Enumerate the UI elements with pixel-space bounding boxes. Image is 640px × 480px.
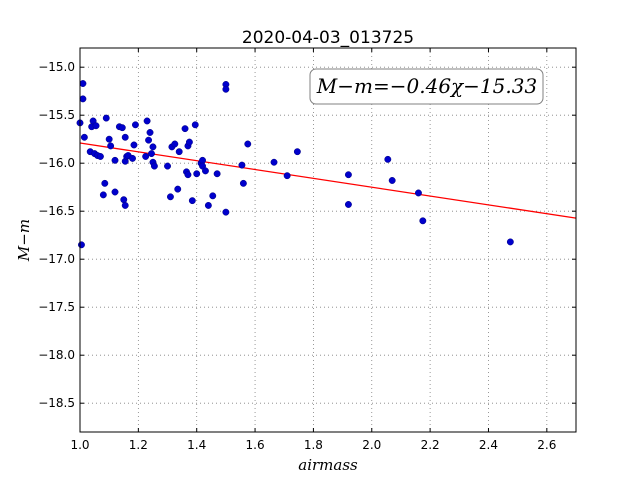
data-point bbox=[344, 171, 352, 179]
data-point bbox=[506, 238, 514, 246]
plot-frame bbox=[79, 47, 577, 433]
data-point bbox=[184, 171, 192, 179]
data-point bbox=[388, 177, 396, 184]
data-point bbox=[99, 191, 107, 199]
data-point bbox=[166, 193, 174, 201]
data-point bbox=[293, 148, 301, 156]
data-point bbox=[96, 153, 104, 160]
x-tick-label: 1.2 bbox=[129, 438, 148, 452]
x-tick-label: 2.4 bbox=[479, 438, 498, 452]
data-point bbox=[131, 121, 139, 129]
data-point bbox=[209, 192, 217, 200]
fit-line-layer bbox=[79, 142, 577, 219]
data-point bbox=[188, 197, 196, 205]
data-point bbox=[111, 188, 119, 196]
y-tick-label: −17.5 bbox=[38, 300, 75, 314]
grid-lines bbox=[79, 48, 576, 432]
data-points bbox=[76, 80, 514, 249]
data-point bbox=[92, 122, 100, 130]
x-tick-label: 2.2 bbox=[421, 438, 440, 452]
data-point bbox=[270, 158, 278, 166]
axis-ticks: 1.0 1.2 1.4 1.6 1.8 2.0 2.2 2.4 2.6 −15.0 −15.5 −16… bbox=[38, 48, 576, 452]
data-point bbox=[344, 201, 352, 208]
data-point bbox=[181, 125, 189, 133]
data-point bbox=[174, 185, 182, 193]
data-point bbox=[202, 167, 209, 175]
x-tick-label: 1.0 bbox=[70, 438, 89, 452]
y-tick-label: −18.5 bbox=[38, 396, 75, 410]
data-point bbox=[105, 135, 113, 143]
fit-annotation-text: M−m=−0.46χ−15.33 bbox=[316, 74, 537, 98]
data-point bbox=[78, 241, 85, 249]
data-point bbox=[204, 201, 212, 209]
data-point bbox=[80, 133, 88, 141]
data-point bbox=[121, 201, 129, 209]
data-point bbox=[414, 189, 422, 197]
y-tick-label: −16.5 bbox=[38, 204, 75, 218]
x-tick-label: 1.8 bbox=[304, 438, 323, 452]
y-axis-label: M−m bbox=[15, 219, 33, 262]
data-point bbox=[150, 162, 158, 170]
data-point bbox=[213, 170, 221, 178]
data-point bbox=[143, 117, 151, 125]
data-point bbox=[193, 170, 201, 178]
y-tick-label: −15.0 bbox=[38, 60, 75, 74]
x-tick-label: 2.0 bbox=[362, 438, 381, 452]
data-point bbox=[384, 155, 392, 163]
y-tick-label: −15.5 bbox=[38, 108, 75, 122]
fit-annotation-box: M−m=−0.46χ−15.33 bbox=[309, 68, 544, 105]
data-point bbox=[148, 150, 155, 158]
plot-area bbox=[80, 48, 576, 432]
data-point bbox=[121, 133, 129, 141]
data-point bbox=[199, 156, 206, 164]
data-point bbox=[185, 138, 193, 146]
data-point bbox=[120, 196, 128, 204]
data-point bbox=[244, 140, 252, 148]
data-point bbox=[129, 154, 136, 162]
data-point bbox=[191, 121, 199, 129]
data-point bbox=[111, 156, 119, 164]
data-point bbox=[101, 179, 109, 187]
data-point bbox=[239, 179, 247, 187]
data-point bbox=[142, 153, 150, 160]
data-point bbox=[79, 80, 87, 87]
data-point bbox=[149, 143, 157, 151]
y-tick-label: −16.0 bbox=[38, 156, 75, 170]
data-point bbox=[419, 217, 427, 225]
data-point bbox=[175, 148, 183, 156]
data-point bbox=[79, 95, 87, 103]
data-point bbox=[102, 114, 110, 122]
x-tick-label: 2.6 bbox=[537, 438, 556, 452]
x-tick-label: 1.4 bbox=[187, 438, 206, 452]
data-point bbox=[222, 208, 230, 216]
data-point bbox=[238, 161, 246, 169]
data-point bbox=[145, 136, 153, 144]
data-point bbox=[107, 142, 115, 150]
chart-title: 2020-04-03_013725 bbox=[242, 28, 414, 48]
data-point bbox=[164, 162, 171, 170]
data-point bbox=[283, 172, 291, 180]
y-tick-label: −18.0 bbox=[38, 348, 75, 362]
y-tick-label: −17.0 bbox=[38, 252, 75, 266]
x-axis-label: airmass bbox=[298, 456, 358, 474]
data-point bbox=[118, 124, 126, 132]
data-point bbox=[222, 85, 230, 93]
data-point bbox=[171, 140, 179, 148]
fit-line bbox=[79, 142, 577, 219]
data-point bbox=[146, 129, 154, 136]
x-tick-label: 1.6 bbox=[246, 438, 265, 452]
data-point bbox=[130, 141, 138, 149]
